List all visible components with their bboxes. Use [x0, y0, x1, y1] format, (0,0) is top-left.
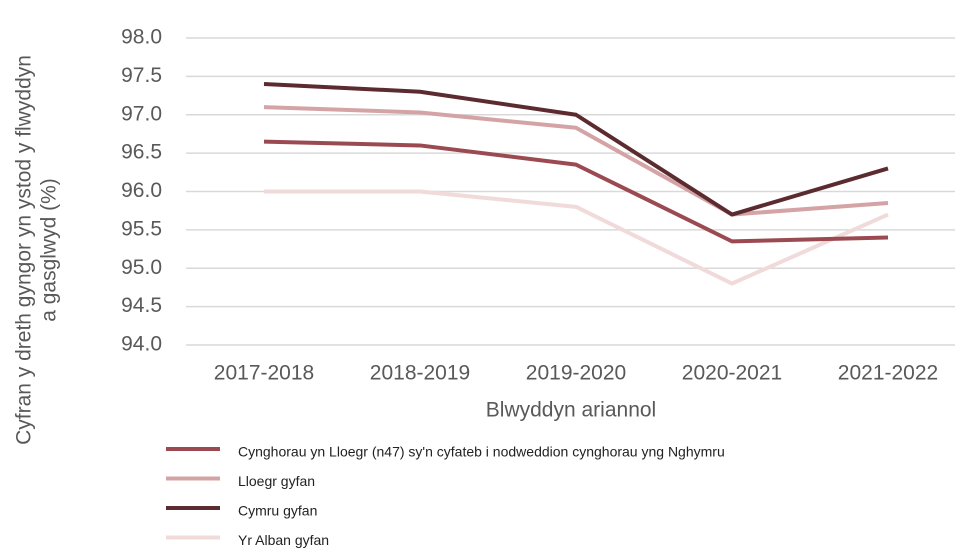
y-tick-label: 97.0	[121, 102, 162, 125]
series-line	[263, 105, 889, 217]
x-tick-label: 2019-2020	[526, 362, 626, 385]
x-tick-label: 2020-2021	[682, 362, 782, 385]
y-tick-label: 96.0	[121, 179, 162, 202]
y-tick-label: 95.5	[121, 217, 162, 240]
y-tick-label: 97.5	[121, 64, 162, 87]
legend-label: Yr Alban gyfan	[238, 532, 329, 548]
legend-label: Cymru gyfan	[238, 503, 317, 519]
y-tick-label: 94.5	[121, 294, 162, 317]
y-tick-label: 96.5	[121, 141, 162, 164]
series-line	[263, 82, 889, 217]
y-tick-label: 98.0	[121, 26, 162, 49]
x-tick-label: 2018-2019	[370, 362, 470, 385]
series-line	[263, 139, 889, 244]
x-tick-label: 2017-2018	[214, 362, 314, 385]
y-axis-title: a gasglwyd (%)	[38, 178, 61, 322]
x-tick-label: 2021-2022	[838, 362, 938, 385]
y-axis-title: Cyfran y dreth gyngor yn ystod y flwyddy…	[13, 55, 36, 445]
y-tick-label: 94.0	[121, 333, 162, 356]
series-line	[264, 189, 889, 286]
y-tick-label: 95.0	[121, 256, 162, 279]
legend-label: Cynghorau yn Lloegr (n47) sy'n cyfateb i…	[238, 444, 725, 460]
x-axis-title: Blwyddyn ariannol	[486, 399, 656, 422]
legend-label: Lloegr gyfan	[238, 473, 315, 489]
